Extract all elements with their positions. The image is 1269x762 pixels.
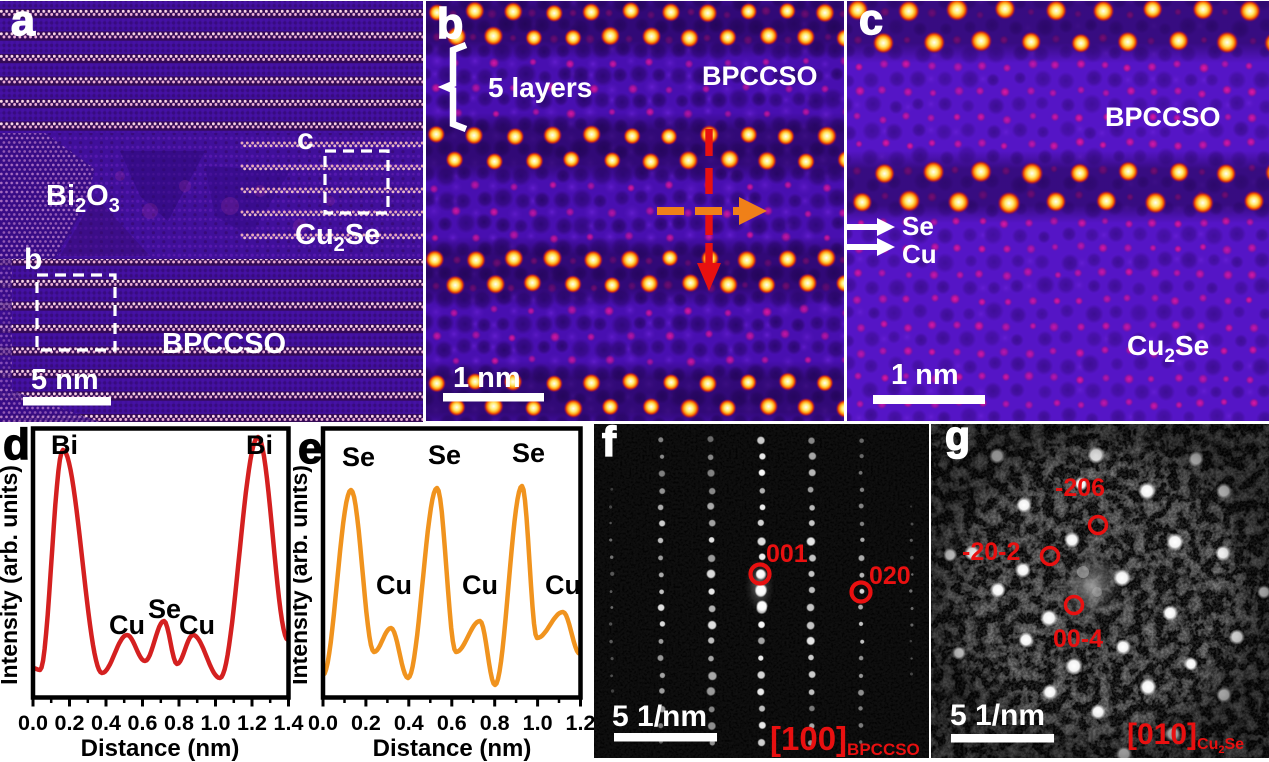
svg-text:e: e (298, 424, 322, 473)
svg-text:0.8: 0.8 (480, 711, 510, 735)
svg-text:1.4: 1.4 (274, 711, 304, 735)
svg-text:0.2: 0.2 (55, 711, 85, 735)
svg-text:b: b (24, 243, 42, 276)
svg-text:-20-2: -20-2 (962, 538, 1020, 566)
svg-text:b: b (437, 1, 463, 48)
svg-text:g: g (945, 424, 970, 459)
svg-text:1.2: 1.2 (566, 711, 596, 735)
svg-text:020: 020 (869, 562, 911, 590)
svg-text:0.8: 0.8 (164, 711, 194, 735)
svg-text:d: d (3, 422, 30, 469)
svg-text:c: c (859, 1, 883, 44)
svg-text:Intensity (arb. units): Intensity (arb. units) (0, 465, 22, 685)
svg-text:f: f (602, 424, 617, 465)
svg-text:Se: Se (512, 438, 545, 468)
svg-text:Se: Se (428, 440, 461, 470)
svg-text:Distance (nm): Distance (nm) (81, 735, 240, 762)
svg-text:Cu: Cu (902, 239, 937, 269)
svg-text:Bi: Bi (51, 430, 78, 460)
svg-text:1.0: 1.0 (523, 711, 553, 735)
svg-text:1 nm: 1 nm (891, 359, 959, 391)
svg-text:5 1/nm: 5 1/nm (612, 700, 707, 733)
svg-text:001: 001 (766, 540, 808, 568)
svg-text:BPCCSO: BPCCSO (162, 328, 286, 360)
svg-text:1 nm: 1 nm (453, 362, 521, 394)
svg-text:-206: -206 (1055, 474, 1105, 502)
svg-text:Cu: Cu (179, 610, 215, 640)
svg-text:Cu: Cu (376, 570, 412, 600)
svg-text:Se: Se (148, 594, 181, 624)
svg-text:BPCCSO: BPCCSO (702, 61, 818, 91)
svg-text:0.6: 0.6 (128, 711, 158, 735)
svg-text:5 1/nm: 5 1/nm (950, 699, 1045, 732)
svg-text:c: c (297, 123, 314, 156)
svg-text:5 layers: 5 layers (488, 72, 592, 103)
svg-text:0.2: 0.2 (351, 711, 381, 735)
svg-text:0.4: 0.4 (91, 711, 121, 735)
svg-text:0.0: 0.0 (308, 711, 338, 735)
svg-text:Se: Se (342, 442, 375, 472)
svg-text:5 nm: 5 nm (31, 364, 99, 396)
svg-text:1.0: 1.0 (201, 711, 231, 735)
svg-text:00-4: 00-4 (1053, 625, 1103, 653)
svg-text:0.6: 0.6 (437, 711, 467, 735)
svg-text:1.2: 1.2 (237, 711, 267, 735)
svg-text:Distance (nm): Distance (nm) (373, 735, 532, 762)
svg-text:0.4: 0.4 (394, 711, 424, 735)
svg-text:Cu: Cu (545, 570, 581, 600)
svg-text:Cu: Cu (462, 570, 498, 600)
svg-text:0.0: 0.0 (18, 711, 48, 735)
svg-text:a: a (11, 1, 36, 45)
svg-text:Intensity (arb. units): Intensity (arb. units) (293, 465, 312, 685)
svg-text:Cu: Cu (109, 610, 145, 640)
svg-text:BPCCSO: BPCCSO (1105, 102, 1221, 132)
svg-text:Bi: Bi (246, 430, 273, 460)
svg-text:Se: Se (902, 211, 934, 241)
